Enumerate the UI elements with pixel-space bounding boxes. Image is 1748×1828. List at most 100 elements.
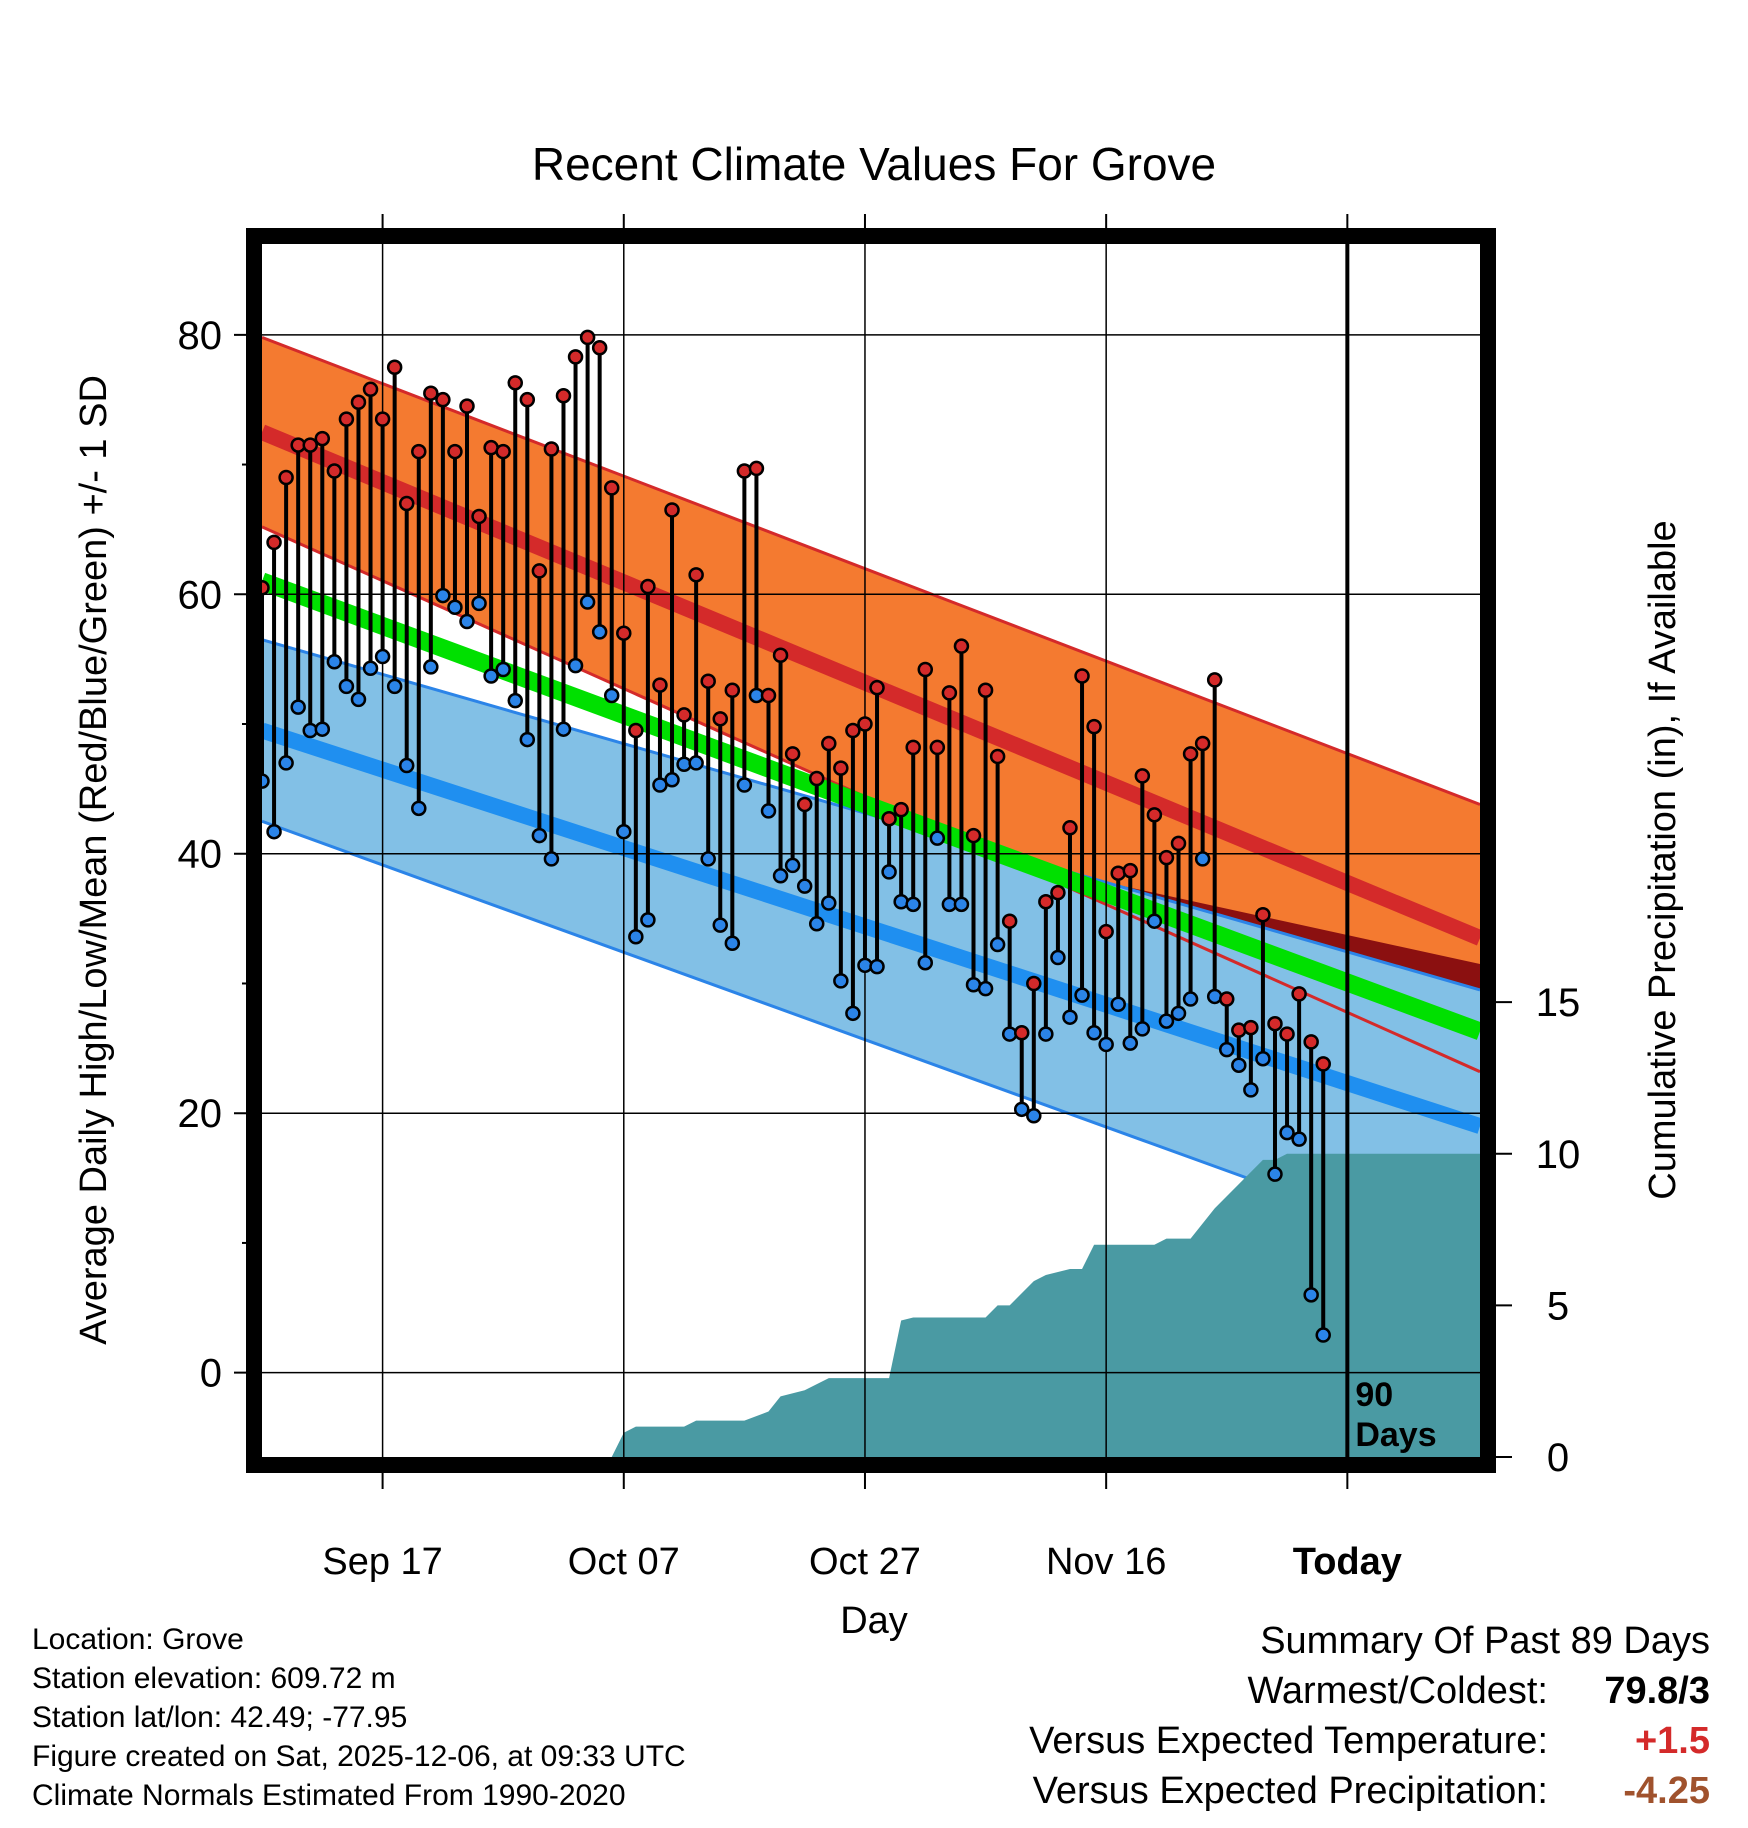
daily-low-point xyxy=(808,916,825,932)
daily-high-point xyxy=(1255,906,1271,923)
daily-high-point xyxy=(531,563,548,579)
daily-high-point xyxy=(1194,735,1211,752)
daily-high-point xyxy=(386,359,403,375)
daily-high-point xyxy=(459,398,475,414)
y-axis-label: Average Daily High/Low/Mean (Red/Blue/Gr… xyxy=(73,375,115,1345)
daily-high-point xyxy=(748,460,765,477)
daily-high-point xyxy=(808,770,825,787)
daily-high-point xyxy=(519,391,536,408)
daily-high-point xyxy=(628,722,644,739)
daily-high-point xyxy=(760,687,777,704)
daily-high-point xyxy=(1134,768,1151,784)
daily-high-point xyxy=(833,760,849,776)
daily-low-point xyxy=(495,661,511,678)
daily-low-point xyxy=(411,800,427,817)
plot-frame xyxy=(246,228,1496,1473)
x-tick-label: Nov 16 xyxy=(1046,1541,1166,1583)
daily-high-point xyxy=(1013,1025,1030,1041)
daily-low-point xyxy=(917,954,934,971)
daily-high-point xyxy=(772,647,789,664)
daily-high-point xyxy=(1206,672,1223,688)
low-normal-band xyxy=(262,639,1480,1263)
daily-low-point xyxy=(531,827,548,844)
daily-low-point xyxy=(616,823,632,840)
daily-high-point xyxy=(1062,820,1078,836)
daily-high-point xyxy=(543,441,560,457)
daily-high-point xyxy=(1158,849,1175,866)
daily-low-point xyxy=(262,773,270,789)
daily-low-point xyxy=(1279,1124,1295,1141)
daily-low-point xyxy=(1158,1013,1175,1029)
daily-low-point xyxy=(579,594,596,610)
daily-low-point xyxy=(1146,913,1163,929)
daily-high-point xyxy=(1038,893,1054,910)
station-info: Location: Grove Station elevation: 609.7… xyxy=(32,1620,686,1815)
daily-low-point xyxy=(1013,1101,1030,1118)
daily-low-point xyxy=(278,755,294,771)
daily-low-point xyxy=(1291,1131,1307,1147)
chart-title: Recent Climate Values For Grove xyxy=(532,138,1216,190)
daily-high-point xyxy=(266,534,282,551)
daily-low-point xyxy=(350,691,367,708)
daily-low-point xyxy=(1255,1050,1271,1067)
y-tick-label: 0 xyxy=(200,1352,222,1396)
daily-high-point xyxy=(1267,1015,1283,1032)
daily-high-point xyxy=(989,748,1006,765)
y2-tick-label: 5 xyxy=(1547,1284,1569,1328)
daily-low-point xyxy=(1074,987,1090,1003)
daily-high-point xyxy=(652,677,668,693)
normals-text: Climate Normals Estimated From 1990-2020 xyxy=(32,1779,626,1812)
daily-low-point xyxy=(326,653,343,670)
daily-low-point xyxy=(893,893,909,910)
daily-low-point xyxy=(1243,1082,1259,1098)
daily-high-point xyxy=(1170,835,1187,852)
daily-high-point xyxy=(507,375,523,391)
daily-high-point xyxy=(821,735,837,752)
daily-low-point xyxy=(603,687,620,704)
daily-high-point xyxy=(640,578,656,595)
daily-low-point xyxy=(929,830,946,846)
daily-high-point xyxy=(435,391,451,408)
daily-low-point xyxy=(1134,1021,1151,1037)
daily-low-point xyxy=(760,803,777,819)
daily-low-point xyxy=(1050,949,1066,966)
daily-high-point xyxy=(591,340,608,356)
y2-tick-label: 0 xyxy=(1547,1436,1569,1480)
daily-high-point xyxy=(1026,975,1042,992)
high-upper-edge xyxy=(262,336,1480,806)
y2-tick-label: 10 xyxy=(1536,1133,1581,1177)
daily-high-point xyxy=(1122,862,1139,879)
daily-high-point xyxy=(1231,1022,1247,1038)
daily-low-point xyxy=(1303,1287,1319,1303)
summary-row-precip: Versus Expected Precipitation: -4.25 xyxy=(950,1770,1710,1820)
daily-high-point xyxy=(784,746,801,762)
daily-high-point xyxy=(1279,1026,1295,1042)
daily-low-point xyxy=(398,757,415,774)
daily-low-point xyxy=(1098,1036,1114,1053)
today-days-label: Days xyxy=(1355,1416,1436,1454)
today-days-number: 90 xyxy=(1355,1376,1393,1414)
daily-low-point xyxy=(664,772,680,788)
elevation-text: Station elevation: 609.72 m xyxy=(32,1662,396,1695)
daily-low-point xyxy=(905,896,921,913)
daily-high-point xyxy=(917,661,934,678)
daily-low-point xyxy=(1170,1005,1187,1022)
daily-low-point xyxy=(435,587,451,604)
axes: 0 20 40 60 80 0 5 10 15 Sep 17 Oct 07 Oct 27 Nov 16 T… xyxy=(178,214,1581,1583)
daily-low-point xyxy=(447,599,463,616)
created-text: Figure created on Sat, 2025-12-06, at 09… xyxy=(32,1740,686,1773)
daily-high-point xyxy=(616,625,632,641)
temp-label: Versus Expected Temperature: xyxy=(1029,1720,1548,1762)
daily-high-point xyxy=(1315,1056,1331,1072)
daily-high-point xyxy=(338,411,355,427)
daily-high-point xyxy=(953,638,970,654)
daily-low-point xyxy=(1086,1025,1102,1041)
daily-high-point xyxy=(326,463,343,479)
daily-high-point xyxy=(1146,807,1163,823)
daily-high-point xyxy=(905,739,921,756)
daily-low-point xyxy=(519,731,536,748)
daily-high-point xyxy=(555,388,572,404)
daily-high-point xyxy=(929,739,946,756)
